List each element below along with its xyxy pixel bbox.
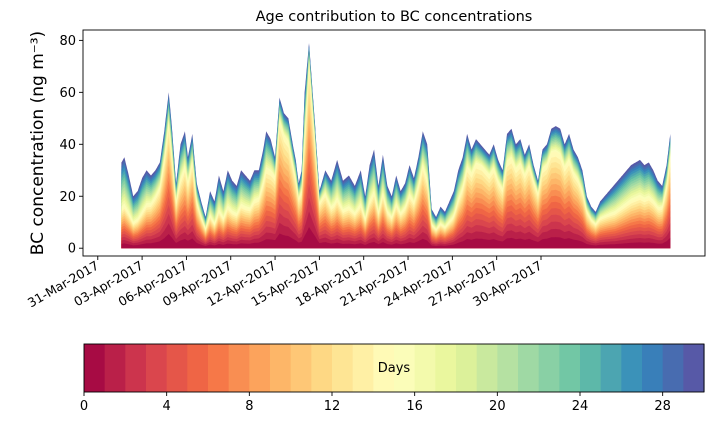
colorbar-label: Days	[378, 361, 411, 376]
y-tick-label: 0	[68, 242, 76, 257]
colorbar-cell	[84, 344, 106, 392]
colorbar: Days 0 4 8 12 16 20 24 28	[80, 343, 705, 414]
colorbar-tick-label: 12	[324, 399, 341, 414]
colorbar-cell	[580, 344, 602, 392]
colorbar-tick-label: 16	[406, 399, 423, 414]
colorbar-cells	[84, 344, 705, 392]
colorbar-cell	[228, 344, 250, 392]
colorbar-cell	[187, 344, 209, 392]
colorbar-cell	[600, 344, 622, 392]
colorbar-tick-label: 20	[489, 399, 506, 414]
colorbar-cell	[249, 344, 271, 392]
colorbar-frame	[83, 343, 705, 393]
colorbar-cell	[332, 344, 354, 392]
colorbar-cell	[352, 344, 374, 392]
colorbar-cell	[270, 344, 292, 392]
colorbar-cell	[621, 344, 643, 392]
colorbar-cell	[146, 344, 168, 392]
y-tick-label: 20	[59, 190, 76, 205]
colorbar-cell	[497, 344, 519, 392]
colorbar-cell	[456, 344, 478, 392]
y-axis-label: BC concentration (ng m⁻³)	[28, 31, 48, 255]
y-tick-label: 80	[59, 34, 76, 49]
colorbar-cell	[394, 344, 416, 392]
colorbar-ticks: 0 4 8 12 16 20 24 28	[80, 392, 671, 414]
colorbar-cell	[559, 344, 581, 392]
colorbar-cell	[104, 344, 126, 392]
colorbar-cell	[373, 344, 395, 392]
colorbar-cell	[125, 344, 147, 392]
colorbar-tick-label: 24	[572, 399, 589, 414]
colorbar-cell	[538, 344, 560, 392]
chart-title: Age contribution to BC concentrations	[256, 9, 533, 25]
age-layer-2	[121, 211, 671, 249]
y-tick-label: 40	[59, 138, 76, 153]
colorbar-cell	[683, 344, 705, 392]
colorbar-tick-label: 4	[163, 399, 171, 414]
colorbar-cell	[208, 344, 230, 392]
y-axis-ticks: 0 20 40 60 80	[59, 34, 83, 257]
colorbar-cell	[662, 344, 684, 392]
x-axis-ticks: 31-Mar-201703-Apr-201706-Apr-201709-Apr-…	[25, 256, 545, 310]
age-layer-1	[121, 227, 671, 249]
colorbar-cell	[518, 344, 540, 392]
colorbar-tick-label: 8	[245, 399, 253, 414]
plot-frame	[82, 29, 706, 257]
colorbar-tick-label: 0	[80, 399, 88, 414]
colorbar-cell	[435, 344, 457, 392]
colorbar-cell	[290, 344, 312, 392]
colorbar-cell	[476, 344, 498, 392]
stacked-area-layers	[121, 43, 671, 249]
colorbar-cell	[642, 344, 664, 392]
y-tick-label: 60	[59, 86, 76, 101]
colorbar-cell	[311, 344, 333, 392]
colorbar-cell	[166, 344, 188, 392]
colorbar-cell	[414, 344, 436, 392]
colorbar-tick-label: 28	[654, 399, 671, 414]
